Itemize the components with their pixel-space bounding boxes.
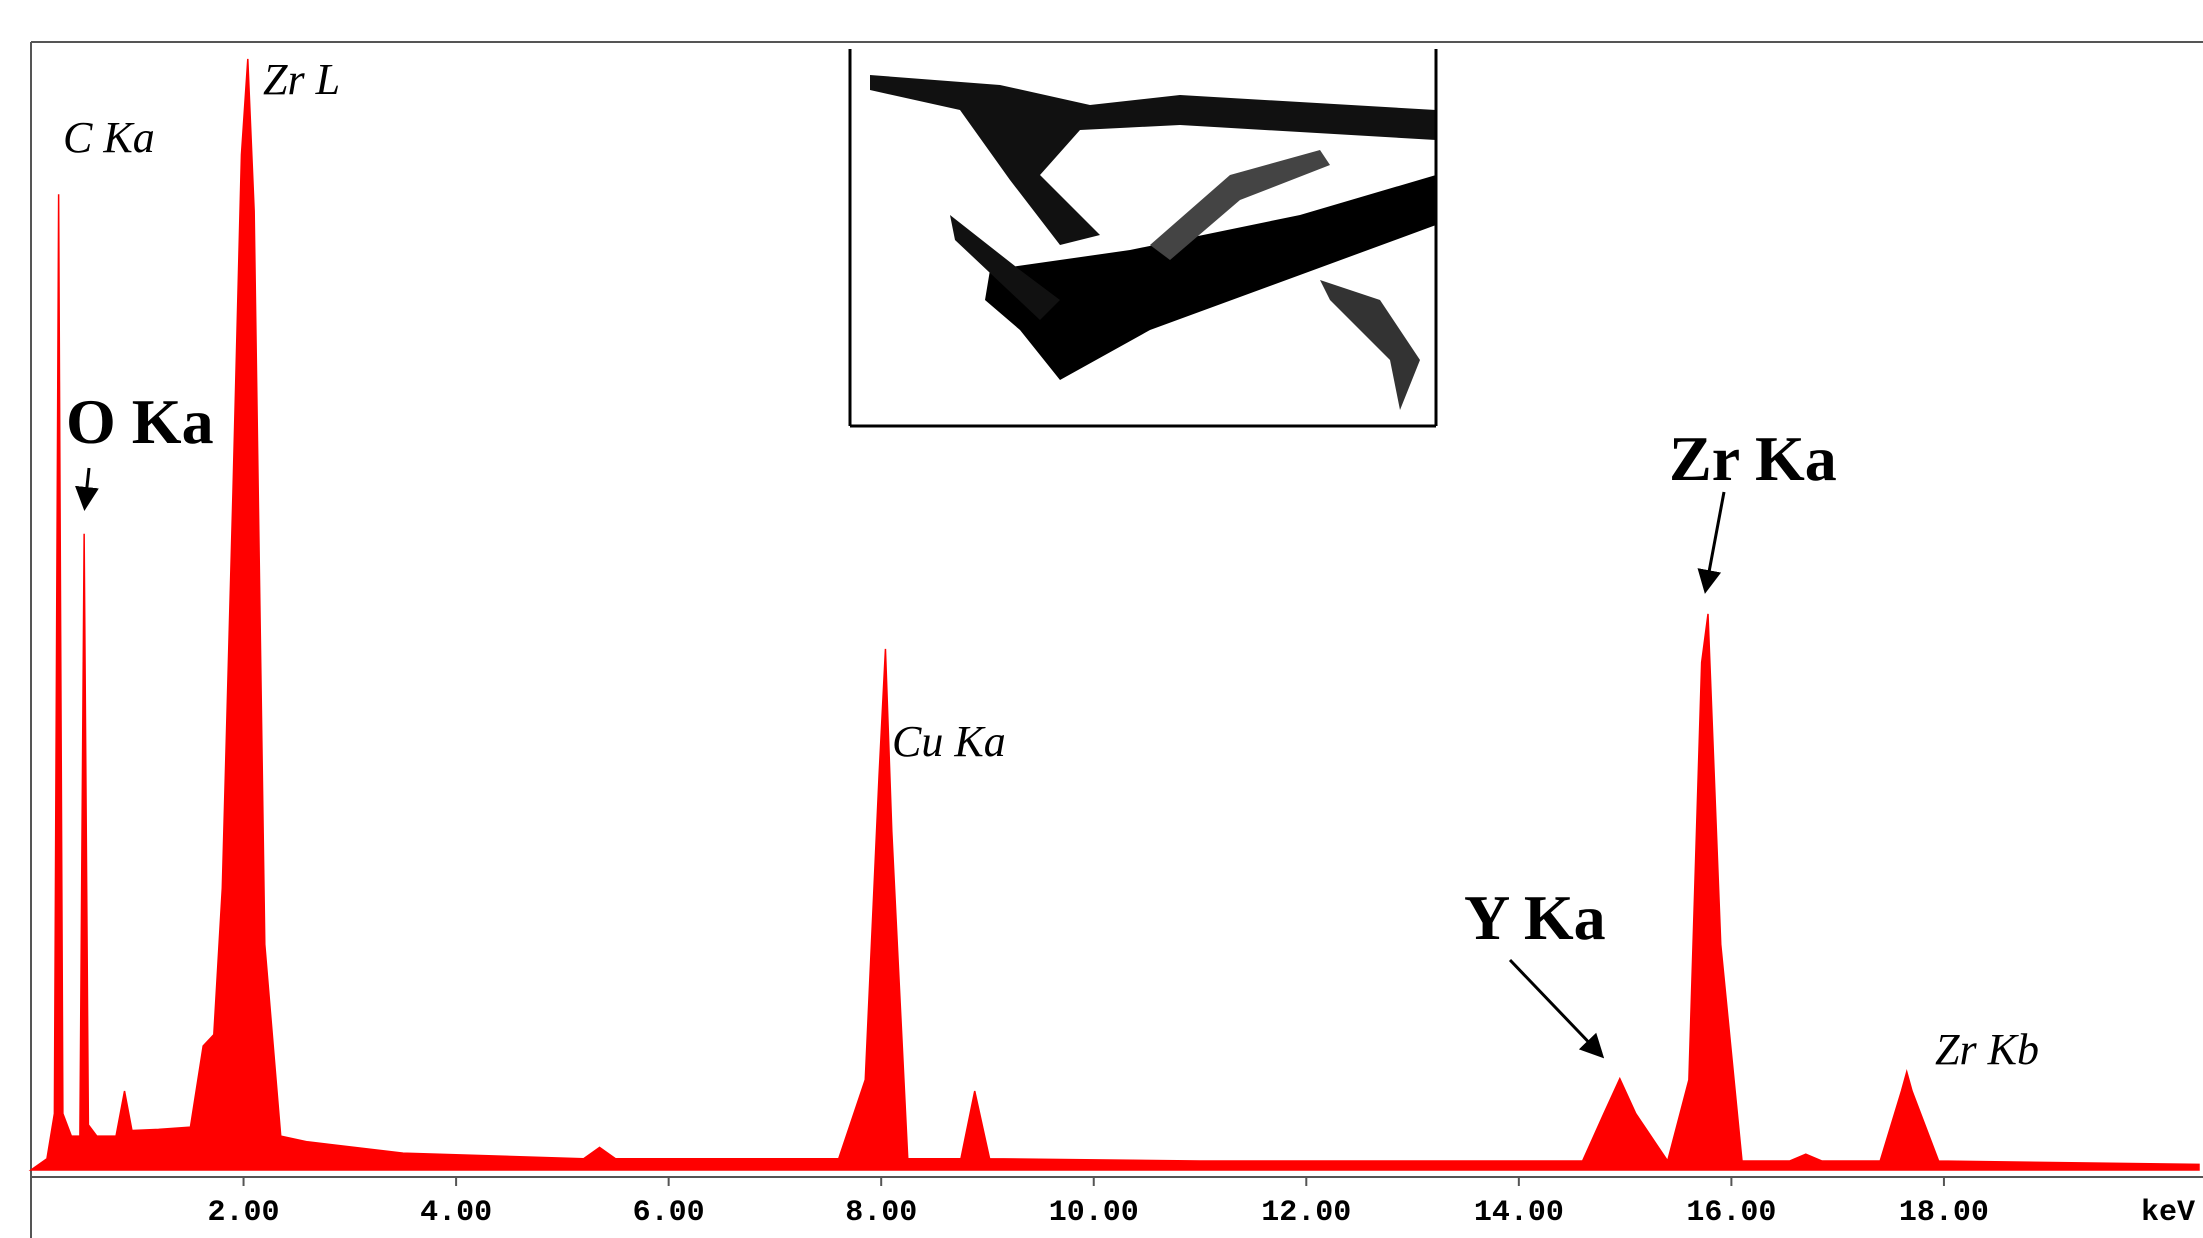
arrow <box>1508 958 1605 1059</box>
annotation: Y Ka <box>1464 882 1606 953</box>
x-axis-label: keV <box>2141 1196 2195 1230</box>
annotation: Zr L <box>263 55 340 104</box>
annotation: Zr Ka <box>1669 423 1837 494</box>
x-tick-label: 8.00 <box>845 1196 917 1230</box>
x-tick-label: 4.00 <box>420 1196 492 1230</box>
x-tick-label: 2.00 <box>208 1196 280 1230</box>
annotation: O Ka <box>66 386 214 457</box>
arrow <box>1697 491 1726 594</box>
arrow <box>75 467 99 511</box>
annotation: Cu Ka <box>892 717 1006 766</box>
x-tick-label: 10.00 <box>1049 1196 1139 1230</box>
inset-fiber <box>950 215 1060 320</box>
inset-fiber <box>985 175 1436 380</box>
inset-fiber <box>870 75 1436 245</box>
inset-image <box>848 49 1438 428</box>
x-tick-label: 16.00 <box>1686 1196 1776 1230</box>
x-tick-label: 14.00 <box>1474 1196 1564 1230</box>
x-tick-label: 12.00 <box>1261 1196 1351 1230</box>
x-tick-label: 18.00 <box>1899 1196 1989 1230</box>
x-tick-label: 6.00 <box>633 1196 705 1230</box>
spectrum <box>28 58 2200 1171</box>
inset-fiber <box>1320 280 1420 410</box>
annotation: C Ka <box>63 113 155 162</box>
inset-fiber <box>1150 150 1330 260</box>
annotation: Zr Kb <box>1935 1025 2039 1074</box>
